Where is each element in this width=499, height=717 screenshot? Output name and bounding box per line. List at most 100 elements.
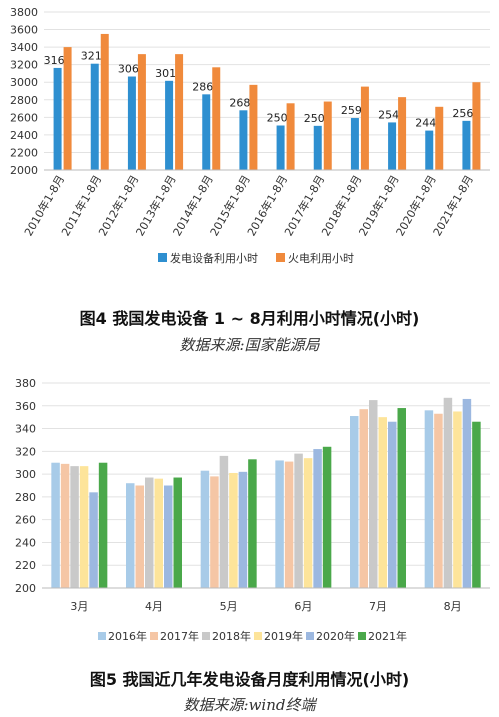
bar-thermal — [360, 86, 369, 170]
y-tick-label: 3000 — [10, 76, 38, 89]
legend-swatch — [98, 632, 106, 640]
bar-2016 — [51, 462, 60, 588]
y-tick-label: 320 — [15, 445, 36, 458]
legend-label: 火电利用小时 — [288, 252, 354, 265]
bar-thermal — [63, 47, 72, 170]
bar-2018 — [145, 477, 154, 588]
bar-2017 — [210, 476, 219, 588]
bar-2021 — [472, 421, 481, 588]
legend-label: 2016年 — [108, 629, 147, 643]
bar-2017 — [434, 413, 443, 588]
y-tick-label: 340 — [15, 423, 36, 436]
bar-equipment — [313, 125, 322, 170]
bar-2019 — [378, 417, 387, 588]
bar-2016 — [350, 416, 359, 588]
bar-2021 — [397, 408, 406, 588]
chart-monthly-utilization: 200 220 240 260 280 300 320 340 360 380 3月 4月 5月 6月 7月… — [15, 377, 490, 643]
chart-utilization-hours: 2000 2200 2400 2600 2800 3000 3200 3400 3600 3800… — [10, 6, 490, 265]
bar-2019 — [453, 411, 462, 588]
legend-swatch — [276, 253, 285, 262]
figure5-caption: 图5 我国近几年发电设备月度利用情况(小时) — [89, 670, 410, 689]
y-tick-label: 3800 — [10, 6, 38, 19]
bar-2021 — [248, 459, 257, 588]
bar-2020 — [238, 471, 248, 588]
bar-2019 — [229, 472, 238, 588]
y-tick-label: 2000 — [10, 164, 38, 177]
y-tick-label: 220 — [15, 559, 36, 572]
bar-equipment — [202, 94, 211, 170]
y-tick-label: 3400 — [10, 41, 38, 54]
legend-swatch — [150, 632, 158, 640]
y-tick-label: 380 — [15, 377, 36, 390]
bar-2018 — [70, 466, 79, 588]
legend-swatch — [158, 253, 167, 262]
bar-thermal — [175, 54, 184, 171]
bar-thermal — [398, 97, 407, 170]
legend-label: 2019年 — [264, 629, 303, 643]
y-tick-label: 2600 — [10, 111, 38, 124]
bar-equipment — [53, 67, 62, 170]
y-tick-label: 260 — [15, 514, 36, 527]
y-tick-label: 300 — [15, 468, 36, 481]
bar-equipment — [425, 130, 434, 170]
bar-equipment — [127, 76, 136, 170]
bar-2018 — [219, 455, 229, 588]
bar-2016 — [424, 410, 434, 588]
legend-label: 2017年 — [160, 629, 199, 643]
bar-2017 — [60, 463, 70, 588]
bar-thermal — [100, 33, 109, 170]
bar-2021 — [173, 477, 182, 588]
bar-2021 — [98, 462, 108, 588]
bar-thermal — [137, 54, 146, 171]
legend-swatch — [254, 632, 262, 640]
y-tick-label: 200 — [15, 582, 36, 595]
bar-2017 — [284, 461, 294, 588]
legend-label: 2018年 — [212, 629, 251, 643]
bar-thermal — [323, 101, 332, 170]
bar-2019 — [154, 478, 163, 588]
x-tick-label: 5月 — [220, 600, 238, 613]
bar-2020 — [462, 398, 472, 588]
bar-2020 — [164, 485, 173, 588]
bar-2020 — [313, 449, 322, 588]
y-tick-label: 3200 — [10, 59, 38, 72]
bar-equipment — [462, 120, 471, 170]
bar-equipment — [165, 80, 174, 170]
bar-2018 — [294, 453, 303, 588]
x-tick-label: 7月 — [369, 600, 387, 613]
bar-thermal — [212, 67, 221, 170]
legend-label: 2021年 — [368, 629, 407, 643]
bar-2019 — [79, 466, 89, 588]
bar-thermal — [286, 103, 295, 170]
bar-equipment — [350, 118, 359, 170]
legend-label: 发电设备利用小时 — [170, 251, 258, 265]
bar-2019 — [303, 458, 313, 588]
legend-swatch — [202, 632, 210, 640]
bar-thermal — [249, 84, 258, 170]
bar-2021 — [322, 446, 332, 588]
bar-thermal — [435, 106, 444, 170]
bar-equipment — [388, 122, 397, 170]
figure4-source: 数据来源:国家能源局 — [179, 336, 320, 354]
legend-swatch — [306, 632, 314, 640]
y-tick-label: 280 — [15, 491, 36, 504]
bar-2016 — [200, 470, 210, 588]
y-tick-label: 360 — [15, 400, 36, 413]
x-tick-label: 4月 — [145, 600, 163, 613]
bar-2018 — [443, 397, 453, 588]
bar-2017 — [135, 485, 144, 588]
bar-2016 — [126, 483, 135, 588]
bar-equipment — [90, 63, 99, 170]
y-tick-label: 3600 — [10, 24, 38, 37]
y-tick-label: 240 — [15, 536, 36, 549]
y-tick-label: 2800 — [10, 94, 38, 107]
x-tick-label: 6月 — [294, 600, 312, 613]
bar-2017 — [359, 409, 368, 588]
x-tick-label: 3月 — [70, 600, 88, 613]
bar-2018 — [369, 400, 378, 588]
bar-2020 — [388, 421, 397, 588]
legend-label: 2020年 — [316, 629, 355, 643]
y-tick-label: 2400 — [10, 129, 38, 142]
figure4-caption: 图4 我国发电设备 1 ~ 8月利用小时情况(小时) — [79, 309, 420, 328]
figure5-source: 数据来源:wind终端 — [183, 696, 316, 714]
